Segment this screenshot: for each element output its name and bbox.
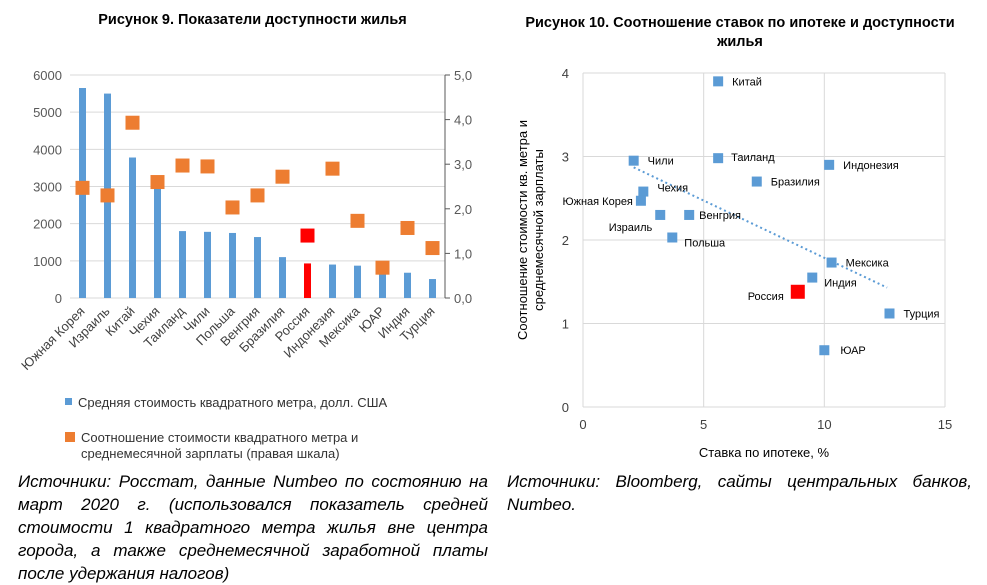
y-tick-label: 2 (562, 233, 569, 248)
ratio-marker (225, 200, 240, 215)
y-left-tick-label: 3000 (33, 180, 62, 195)
x-tick-label: 0 (579, 417, 586, 432)
scatter-point (713, 76, 724, 87)
ratio-marker (325, 161, 340, 176)
y-left-tick-label: 4000 (33, 142, 62, 157)
ratio-marker (250, 188, 265, 203)
y-tick-label: 4 (562, 66, 569, 81)
bar (204, 231, 211, 298)
ratio-marker (100, 188, 115, 203)
legend-swatch-bar (65, 398, 72, 405)
point-label: Чили (648, 156, 674, 168)
ratio-marker (175, 158, 190, 173)
point-label: Индия (824, 278, 857, 290)
ratio-marker (125, 115, 140, 130)
legend-label-marker: Соотношение стоимости квадратного метра … (81, 430, 359, 461)
bar (129, 157, 136, 298)
bar (329, 264, 336, 298)
scatter-point (684, 209, 695, 220)
y-right-tick-label: 2,0 (454, 202, 472, 217)
y-left-tick-label: 1000 (33, 254, 62, 269)
bar (154, 186, 161, 298)
y-left-tick-label: 5000 (33, 105, 62, 120)
bar (229, 232, 236, 298)
point-label: Польша (684, 237, 726, 249)
ratio-marker (200, 159, 215, 174)
y-right-tick-label: 0,0 (454, 291, 472, 306)
y-axis-label: Соотношение стоимости кв. метра исреднем… (515, 120, 546, 340)
y-left-tick-label: 2000 (33, 217, 62, 232)
figure-9-source: Источники: Росстат, данные Numbeo по сос… (18, 472, 488, 583)
scatter-point (790, 284, 805, 299)
x-tick-label: 5 (700, 417, 707, 432)
bar (429, 279, 436, 298)
y-left-tick-label: 6000 (33, 68, 62, 83)
scatter-point (667, 232, 678, 243)
housing-affordability-chart: 0 1000 2000 3000 4000 5000 6000 0,0 1,0 2,0 3,0 4,0… (18, 68, 472, 373)
ratio-marker (375, 260, 390, 275)
y-right-tick-label: 4,0 (454, 113, 472, 128)
scatter-point (751, 176, 762, 187)
trendline (633, 166, 888, 289)
point-label: Южная Корея (563, 196, 633, 208)
point-label: ЮАР (840, 345, 865, 357)
ratio-marker (275, 169, 290, 184)
point-label: Таиланд (731, 152, 775, 164)
ratio-marker (75, 180, 90, 195)
scatter-point (884, 308, 895, 319)
scatter-point (638, 186, 649, 197)
x-axis-label: Ставка по ипотеке, % (699, 445, 830, 460)
x-tick-label: 15 (938, 417, 952, 432)
point-label: Чехия (657, 183, 688, 195)
y-tick-label: 1 (562, 317, 569, 332)
scatter-point (826, 257, 837, 268)
scatter-point (824, 159, 835, 170)
scatter-point (819, 345, 830, 356)
bar (279, 257, 286, 298)
y-right-tick-label: 1,0 (454, 246, 472, 261)
point-label: Мексика (846, 258, 890, 270)
point-label: Израиль (609, 222, 653, 234)
scatter-point (807, 272, 818, 283)
mortgage-rate-scatter-chart: 0 1 2 3 4 0 5 10 15 Соотношение стоимости кв. мет… (515, 66, 952, 460)
point-label: Бразилия (771, 177, 820, 189)
ratio-marker (300, 228, 315, 243)
scatter-point (635, 195, 646, 206)
figure-10-title: Рисунок 10. Соотношение ставок по ипотек… (525, 15, 955, 50)
point-label: Венгрия (699, 210, 741, 222)
point-label: Индонезия (843, 160, 899, 172)
bar (404, 272, 411, 298)
x-tick-label: 10 (817, 417, 831, 432)
ratio-marker (150, 175, 165, 190)
bar (304, 263, 311, 298)
figure-10-source: Источники: Bloomberg, сайты центральных … (507, 472, 972, 514)
point-label: Турция (903, 308, 939, 320)
point-label: Китай (732, 76, 762, 88)
scatter-point (713, 153, 724, 164)
legend-label-bar: Средняя стоимость квадратного метра, дол… (78, 395, 388, 410)
point-label: Россия (748, 291, 784, 303)
ratio-marker (350, 213, 365, 228)
y-right-tick-label: 5,0 (454, 68, 472, 83)
ratio-marker (425, 241, 440, 256)
bar (179, 231, 186, 298)
legend-swatch-marker (65, 432, 75, 442)
bar (254, 237, 261, 298)
bar (379, 265, 386, 298)
bar (354, 265, 361, 298)
y-left-tick-label: 0 (55, 291, 62, 306)
y-tick-label: 3 (562, 150, 569, 165)
legend-item-marker: Соотношение стоимости квадратного метра … (65, 430, 425, 462)
ratio-marker (400, 220, 415, 235)
legend-item-bar: Средняя стоимость квадратного метра, дол… (65, 395, 485, 411)
scatter-point (655, 209, 666, 220)
figure-9-title: Рисунок 9. Показатели доступности жилья (98, 12, 407, 28)
y-right-tick-label: 3,0 (454, 157, 472, 172)
y-tick-label: 0 (562, 400, 569, 415)
scatter-point (628, 155, 639, 166)
